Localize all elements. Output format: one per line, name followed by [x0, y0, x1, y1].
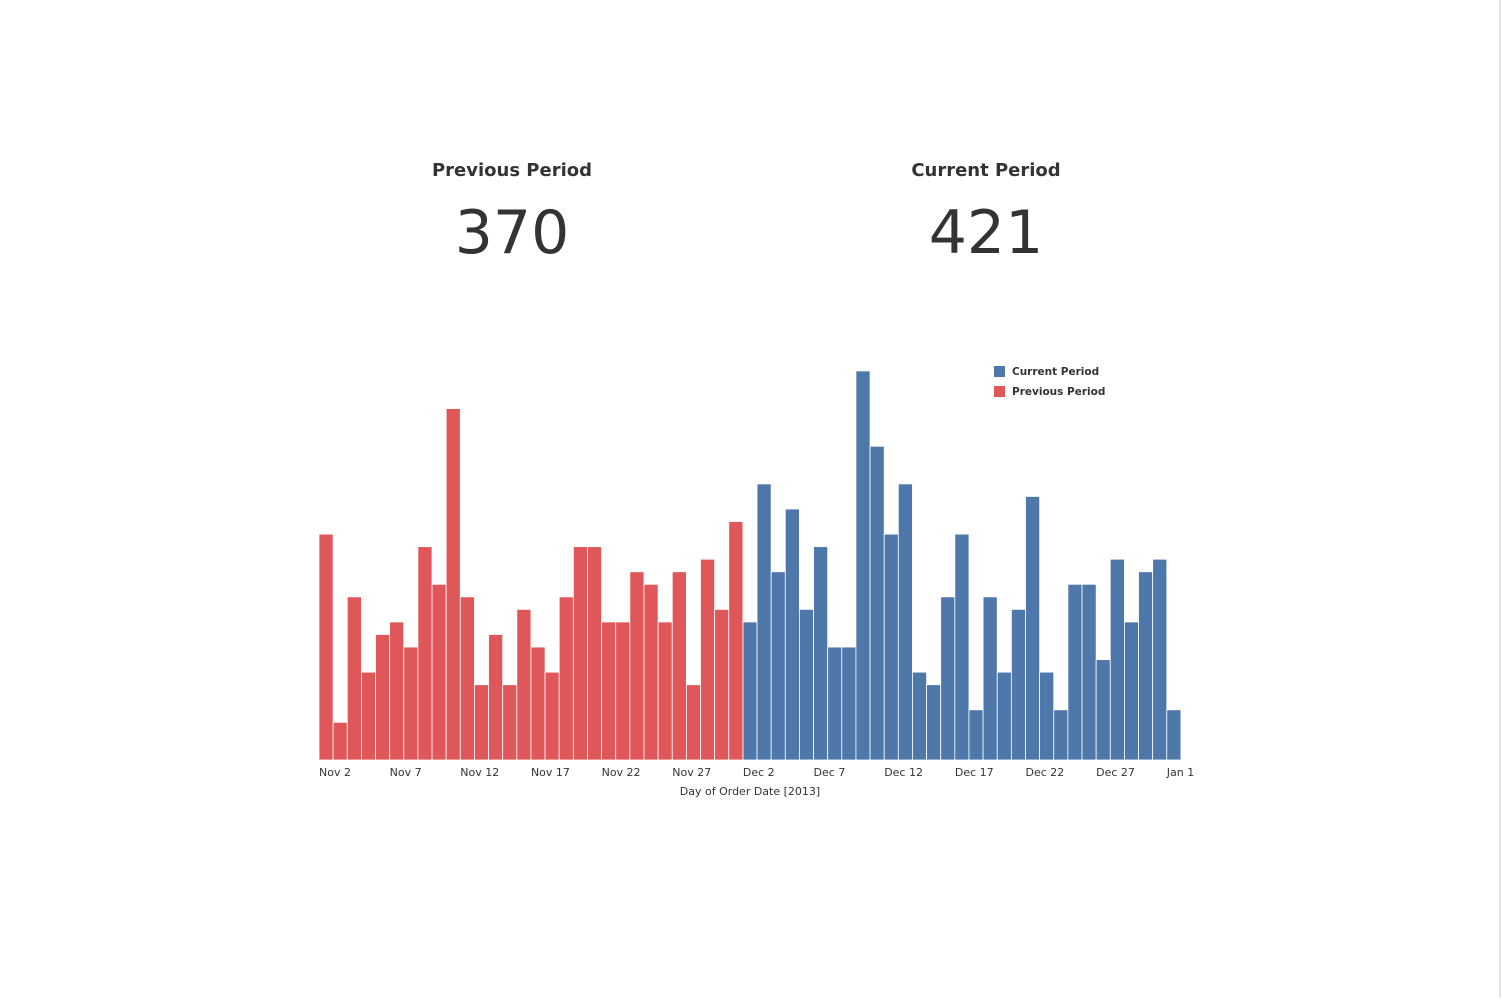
bar: [615, 621, 631, 761]
x-tick-label: Dec 17: [955, 766, 994, 779]
bar: [671, 571, 687, 761]
bar: [530, 646, 546, 761]
bar: [558, 596, 574, 761]
bar: [883, 533, 899, 761]
bar: [403, 646, 419, 761]
x-tick-label: Nov 27: [672, 766, 711, 779]
bar: [1138, 571, 1154, 761]
bar: [502, 684, 518, 761]
bar: [996, 671, 1012, 761]
bar: [700, 558, 716, 761]
x-tick-label: Dec 12: [884, 766, 923, 779]
bar: [346, 596, 362, 761]
bar: [813, 546, 829, 761]
bar: [912, 671, 927, 761]
legend-label: Previous Period: [1012, 386, 1105, 398]
bar: [1095, 659, 1111, 761]
bar: [318, 533, 334, 761]
bar: [756, 483, 772, 761]
bar: [1053, 709, 1069, 761]
bar: [742, 621, 758, 761]
bar: [643, 583, 659, 761]
bar: [445, 408, 461, 761]
x-tick-label: Nov 22: [602, 766, 641, 779]
x-tick-label: Nov 2: [319, 766, 351, 779]
kpi-label: Previous Period: [432, 160, 592, 181]
legend-swatch: [994, 386, 1005, 397]
x-tick-label: Dec 27: [1096, 766, 1135, 779]
bar: [897, 483, 913, 761]
kpi-value: 421: [929, 198, 1044, 268]
bar: [954, 533, 970, 761]
bar: [572, 546, 588, 761]
bar: [1025, 496, 1041, 761]
bar: [1081, 583, 1097, 761]
bar: [926, 684, 942, 761]
legend-label: Current Period: [1012, 366, 1099, 378]
bar: [855, 370, 871, 761]
bar: [784, 508, 800, 761]
bar: [1152, 558, 1168, 761]
bar: [827, 646, 843, 761]
bar: [714, 609, 730, 761]
bar: [474, 684, 489, 761]
bar: [360, 671, 376, 761]
bar: [516, 609, 532, 761]
bar: [841, 646, 857, 761]
x-tick-label: Nov 17: [531, 766, 570, 779]
x-tick-label: Dec 22: [1026, 766, 1065, 779]
bar: [1067, 583, 1083, 761]
bar: [685, 684, 701, 761]
x-tick-label: Nov 12: [460, 766, 499, 779]
x-tick-label: Dec 2: [743, 766, 775, 779]
bar: [968, 709, 984, 761]
x-axis-label: Day of Order Date [2013]: [680, 785, 820, 798]
bar: [375, 634, 391, 761]
kpi-label: Current Period: [911, 160, 1060, 181]
bar: [389, 621, 405, 761]
bar: [799, 609, 814, 761]
bar: [601, 621, 617, 761]
bar: [1039, 671, 1055, 761]
x-tick-label: Nov 7: [390, 766, 422, 779]
bar: [332, 721, 348, 761]
x-tick-label: Dec 7: [814, 766, 846, 779]
bar: [770, 571, 786, 761]
bar: [629, 571, 645, 761]
legend-swatch: [994, 366, 1005, 377]
bar: [431, 583, 447, 761]
kpi-value: 370: [455, 198, 570, 268]
bar: [417, 546, 433, 761]
bar: [1124, 621, 1139, 761]
bar: [1166, 709, 1182, 761]
bar: [544, 671, 560, 761]
bar: [869, 445, 885, 761]
bar: [1109, 558, 1125, 761]
bar: [459, 596, 475, 761]
bar: [728, 521, 744, 761]
bar: [657, 621, 673, 761]
bar: [587, 546, 602, 761]
bar: [982, 596, 998, 761]
bar: [488, 634, 504, 761]
bar: [1010, 609, 1026, 761]
x-tick-label: Jan 1: [1166, 766, 1194, 779]
bar: [940, 596, 956, 761]
